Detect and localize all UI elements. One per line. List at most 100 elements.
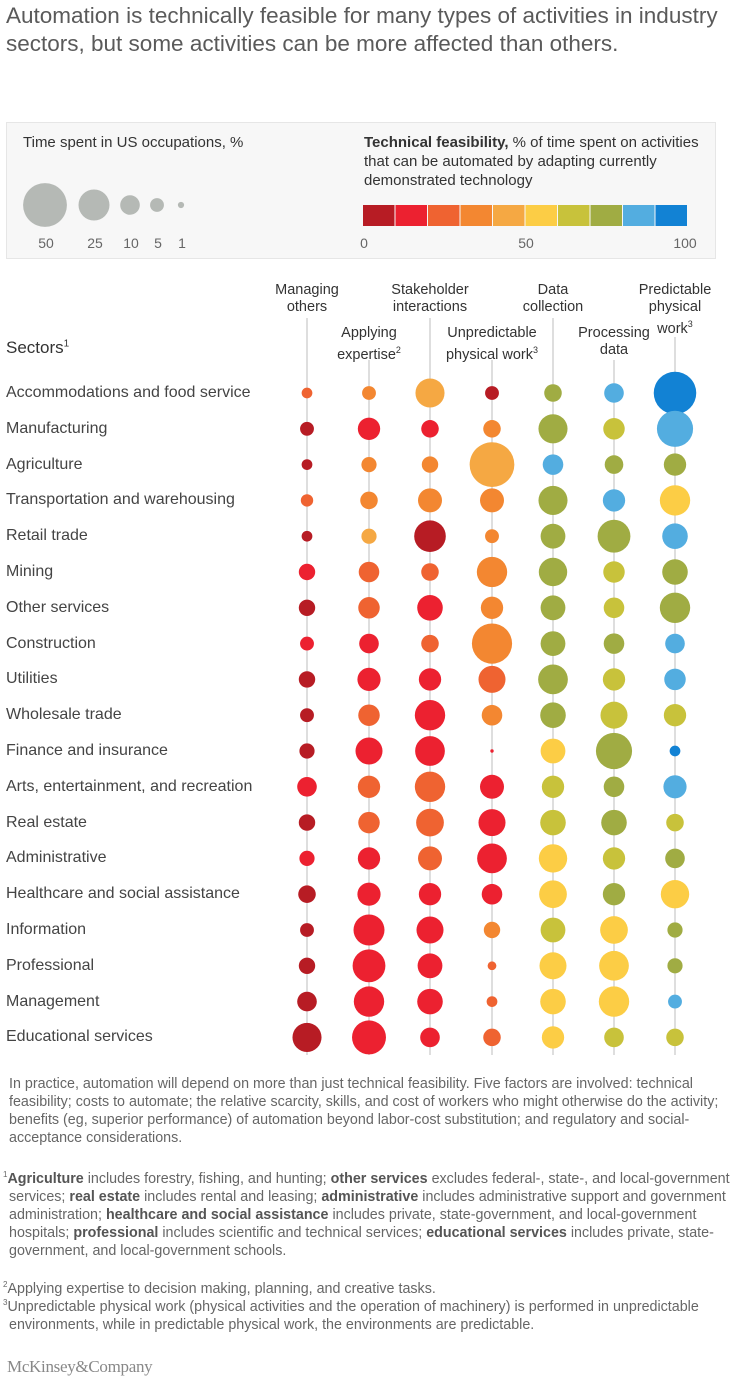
bubble [300, 494, 314, 507]
bubble [653, 371, 697, 415]
bubble [357, 775, 381, 798]
sectors-heading-text: Sectors [6, 338, 64, 357]
sector-label: Healthcare and social assistance [6, 885, 240, 903]
bubble [598, 986, 630, 1017]
color-legend-swatch-3 [460, 205, 492, 226]
bubble [421, 420, 439, 438]
column-header: Stakeholder interactions [391, 282, 468, 316]
bubble [540, 523, 566, 549]
bubble [483, 1028, 501, 1047]
footnote-marker: 3 [533, 345, 539, 355]
bubble [297, 776, 317, 797]
color-legend-swatch-2 [428, 205, 460, 226]
bubble [358, 561, 380, 583]
bubble [540, 738, 566, 764]
bubble [359, 633, 379, 654]
bubble [538, 664, 568, 695]
bubble [666, 813, 684, 832]
bubble [665, 848, 685, 869]
bubble [538, 485, 568, 515]
footnote-term: Agriculture [7, 1170, 84, 1187]
sector-label: Educational services [6, 1028, 153, 1046]
bubble [664, 668, 686, 691]
sectors-heading: Sectors1 [6, 338, 69, 358]
legend: Time spent in US occupations, % Technica… [6, 122, 716, 259]
bubble [360, 491, 378, 510]
bubble [353, 986, 385, 1017]
bubble [600, 916, 628, 944]
color-legend-swatch-8 [623, 205, 655, 226]
bubble [358, 597, 380, 619]
column-header-text: Stakeholder [391, 282, 469, 298]
sector-label: Other services [6, 598, 110, 616]
size-legend-label: 50 [38, 235, 54, 251]
bubble [301, 387, 313, 399]
column-header-text: expertise [337, 346, 396, 363]
bubble [602, 883, 626, 906]
footnote-text: includes private, state-government, and … [9, 1206, 697, 1241]
bubble [417, 846, 443, 871]
sector-label: Wholesale trade [6, 706, 122, 724]
bubble [602, 668, 626, 691]
bubble [421, 634, 439, 653]
bubble [357, 882, 381, 906]
bubble [362, 386, 376, 400]
footnote-marker: 3 [687, 319, 693, 329]
size-legend-label: 5 [154, 235, 162, 251]
footnote-text: includes administrative support and gove… [9, 1188, 726, 1223]
sector-label: Accommodations and food service [6, 384, 251, 401]
color-legend-swatch-6 [558, 205, 590, 226]
column-header-text: work [657, 320, 688, 337]
sector-label: Mining [6, 563, 54, 580]
sector-label: Administrative [6, 849, 107, 867]
sector-label: Professional [6, 956, 95, 974]
bubble [481, 883, 503, 905]
bubble [540, 595, 566, 621]
bubble [487, 961, 497, 971]
size-legend-label: 25 [87, 235, 103, 251]
bubble [485, 529, 499, 544]
bubble [603, 776, 625, 798]
bubble [666, 1028, 684, 1047]
bubble [361, 457, 377, 473]
bubble [478, 809, 506, 837]
chart-title: Automation is technically feasible for m… [6, 3, 718, 56]
color-legend-swatch-4 [493, 205, 525, 226]
bubble [663, 453, 687, 476]
color-legend-swatch-7 [590, 205, 622, 226]
color-tick-100: 100 [673, 235, 697, 251]
column-header-text: physical [648, 299, 702, 315]
bubble [659, 592, 691, 623]
footnote-term: healthcare and social assistance [105, 1206, 329, 1223]
color-tick-50: 50 [518, 235, 534, 251]
bubble [539, 952, 567, 980]
bubble [659, 485, 691, 516]
color-legend-title: Technical feasibility, % of time spent o… [364, 133, 704, 190]
bubble [602, 847, 626, 870]
bubble [479, 774, 505, 799]
bubble [417, 488, 443, 513]
bubble [352, 949, 386, 983]
footnote-marker: 2 [3, 1280, 8, 1289]
color-legend-swatch-9 [655, 205, 687, 226]
bubble [357, 417, 381, 440]
column-header-text: data [599, 342, 629, 358]
bubble [357, 667, 381, 691]
bubble [603, 561, 625, 583]
bubble [476, 556, 508, 588]
bubble [481, 704, 503, 726]
column-header-text: Managing [275, 282, 339, 298]
sector-label: Agriculture [6, 455, 83, 473]
bubble [669, 745, 681, 757]
sector-label: Utilities [6, 670, 58, 688]
sector-label: Construction [6, 634, 96, 652]
bubble [601, 809, 627, 836]
column-header: Data collection [523, 282, 583, 316]
bubble [544, 384, 562, 402]
bubble [480, 596, 504, 619]
column-header-text: collection [522, 299, 584, 315]
bubble [483, 921, 501, 939]
bubble [663, 704, 687, 727]
color-legend-title-rest: % of time spent on activities that can b… [364, 134, 699, 189]
